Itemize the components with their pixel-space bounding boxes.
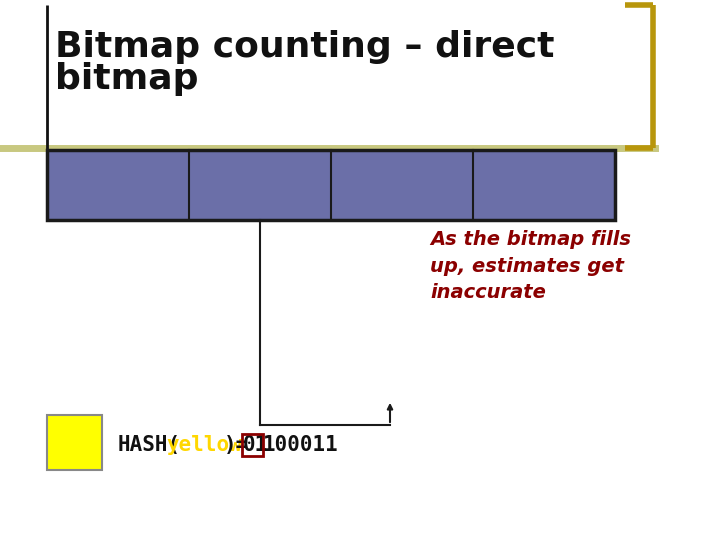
Text: HASH(: HASH( bbox=[118, 435, 181, 455]
Text: As the bitmap fills
up, estimates get
inaccurate: As the bitmap fills up, estimates get in… bbox=[430, 230, 631, 302]
Bar bbox=[242, 434, 263, 456]
Text: Bitmap counting – direct: Bitmap counting – direct bbox=[55, 30, 554, 64]
Text: bitmap: bitmap bbox=[55, 62, 199, 96]
Text: 100011: 100011 bbox=[262, 435, 338, 455]
Text: 01: 01 bbox=[243, 435, 268, 455]
Text: )=: )= bbox=[224, 435, 249, 455]
Text: yellow: yellow bbox=[166, 435, 242, 455]
Bar bbox=[47, 415, 102, 470]
Bar bbox=[47, 150, 615, 220]
